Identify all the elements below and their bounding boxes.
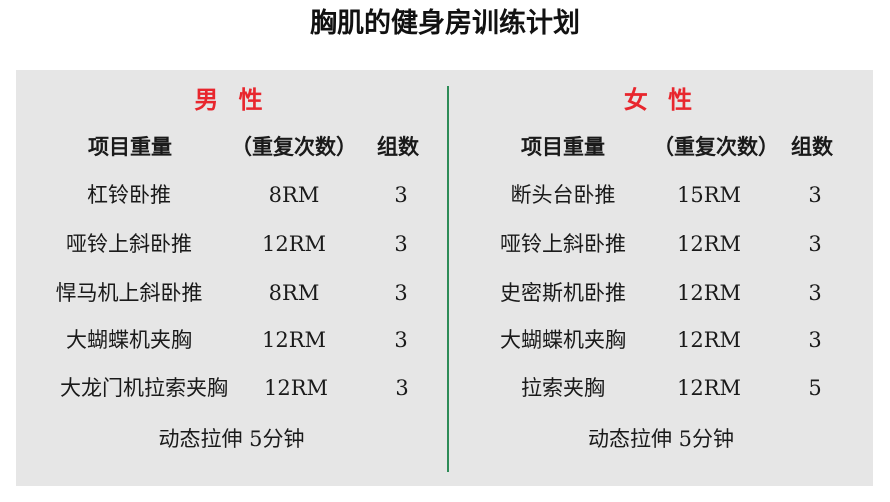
female-row-5-sets: 5: [808, 376, 822, 400]
female-row-2-exercise: 哑铃上斜卧推: [500, 232, 626, 256]
female-row-5-reps: 12RM: [676, 376, 742, 400]
male-row-2-reps: 12RM: [261, 232, 327, 256]
female-section: 女 性 项目重量 （重复次数） 组数 断头台卧推 15RM 3 哑铃上斜卧推 1…: [449, 70, 873, 486]
female-row-2-reps: 12RM: [676, 232, 742, 256]
female-row-3-sets: 3: [808, 281, 822, 305]
female-row-4-sets: 3: [808, 328, 822, 352]
male-row-2-sets: 3: [394, 232, 408, 256]
male-row-5-sets: 3: [395, 376, 409, 400]
female-row-5-exercise: 拉索夹胸: [521, 376, 605, 400]
male-row-4-sets: 3: [394, 328, 408, 352]
female-row-1-exercise: 断头台卧推: [510, 183, 616, 207]
male-row-4-reps: 12RM: [261, 328, 327, 352]
female-row-4-exercise: 大蝴蝶机夹胸: [500, 328, 626, 352]
male-row-1-sets: 3: [394, 183, 408, 207]
female-row-3-reps: 12RM: [676, 281, 742, 305]
male-row-1-reps: 8RM: [268, 183, 320, 207]
male-footer: 动态拉伸 5分钟: [158, 427, 305, 451]
male-row-3-sets: 3: [394, 281, 408, 305]
female-header-reps: （重复次数）: [653, 134, 779, 159]
male-row-4-exercise: 大蝴蝶机夹胸: [66, 328, 192, 352]
male-header-exercise: 项目重量: [88, 134, 172, 159]
male-header-sets: 组数: [377, 134, 419, 159]
male-header-reps: （重复次数）: [231, 134, 357, 159]
male-label: 男 性: [194, 86, 269, 114]
male-row-3-reps: 8RM: [268, 281, 320, 305]
female-row-1-reps: 15RM: [676, 183, 742, 207]
page-title: 胸肌的健身房训练计划: [310, 8, 580, 39]
female-label: 女 性: [623, 86, 699, 114]
female-header-sets: 组数: [791, 134, 833, 159]
female-header-exercise: 项目重量: [521, 134, 605, 159]
female-row-1-sets: 3: [808, 183, 822, 207]
column-divider: [447, 86, 449, 472]
male-section: 男 性 项目重量 （重复次数） 组数 杠铃卧推 8RM 3 哑铃上斜卧推 12R…: [16, 70, 447, 486]
female-row-4-reps: 12RM: [676, 328, 742, 352]
male-row-1-exercise: 杠铃卧推: [87, 183, 171, 207]
male-row-2-exercise: 哑铃上斜卧推: [66, 232, 192, 256]
male-row-3-exercise: 悍马机上斜卧推: [55, 281, 203, 305]
male-row-5-exercise: 大龙门机拉索夹胸: [60, 376, 228, 400]
female-row-3-exercise: 史密斯机卧推: [500, 281, 626, 305]
male-row-5-reps: 12RM: [263, 376, 329, 400]
female-footer: 动态拉伸 5分钟: [587, 427, 735, 451]
female-row-2-sets: 3: [808, 232, 822, 256]
training-plan-panel: [16, 70, 873, 486]
